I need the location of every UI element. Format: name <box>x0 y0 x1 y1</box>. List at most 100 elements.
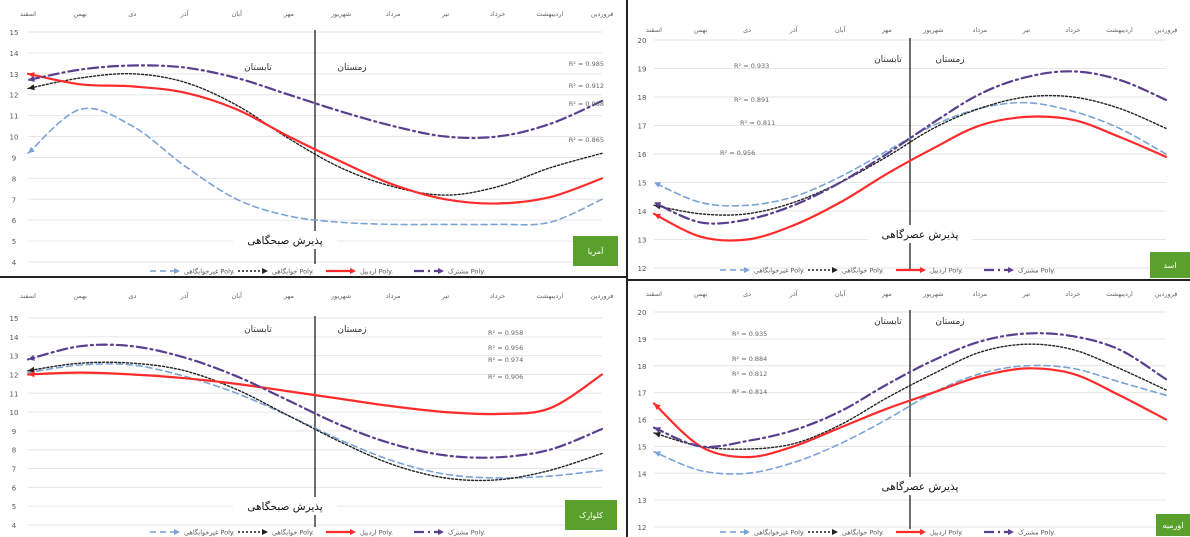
plot-area: 12 13 14 15 16 17 18 19 20 فروردین اردیبهشت خرداد تی… <box>638 25 1190 278</box>
plot-area: 4 5 6 7 8 9 10 11 12 13 14 15 فروردین اردیبهشت خرداد تی… <box>10 291 617 530</box>
caption-box <box>233 497 337 515</box>
series-arrow <box>654 427 661 433</box>
caption: پذیرش عصرگاهی <box>882 228 959 241</box>
y-tick-label: 19 <box>638 66 647 74</box>
y-tick-label: 11 <box>10 113 19 121</box>
legend-label: غیرخوابگاهی Poly. <box>754 529 805 537</box>
legend-label: خوابگاهی Poly. <box>272 529 314 537</box>
legend-arrow <box>174 529 180 535</box>
legend-arrow <box>832 529 838 535</box>
x-tick-label: بهمن <box>694 290 708 298</box>
series-line <box>27 107 603 226</box>
series-line <box>27 363 603 479</box>
legend-arrow <box>744 267 750 273</box>
r2-label: R² = 0.912 <box>569 82 604 90</box>
x-tick-label: آذر <box>180 291 190 300</box>
y-tick-label: 7 <box>12 196 16 204</box>
r2-label: R² = 0.933 <box>734 62 769 70</box>
x-tick-label: مهر <box>283 10 294 18</box>
x-tick-label: اردیبهشت <box>1106 290 1133 298</box>
y-tick-label: 14 <box>10 50 19 58</box>
y-tick-label: 16 <box>638 417 647 425</box>
x-tick-label: شهریور <box>922 290 943 298</box>
x-tick-label: خرداد <box>490 10 505 18</box>
series-arrow <box>654 403 661 410</box>
x-tick-label: شهریور <box>330 10 351 18</box>
y-tick-label: 18 <box>638 94 647 102</box>
caption: پذیرش صبحگاهی <box>247 500 323 513</box>
series-line <box>653 94 1167 216</box>
legend: غیرخوابگاهی Poly. خوابگاهی Poly. اردبیل Po… <box>720 529 1055 537</box>
x-tick-label: خرداد <box>1065 290 1080 298</box>
divider-right-horizontal <box>628 279 1190 281</box>
legend-label: غیرخوابگاهی Poly. <box>184 529 235 537</box>
legend: غیرخوابگاهی Poly. خوابگاهی Poly. اردبیل Po… <box>720 267 1055 275</box>
y-tick-label: 6 <box>12 484 17 492</box>
x-tick-label: بهمن <box>73 10 87 18</box>
x-tick-label: مهر <box>881 290 892 298</box>
y-tick-label: 14 <box>638 208 647 216</box>
r2-label: R² = 0.884 <box>732 355 767 363</box>
y-tick-label: 13 <box>10 353 19 361</box>
y-tick-label: 4 <box>12 259 17 267</box>
x-tick-label: اسفند <box>646 290 662 298</box>
legend-arrow <box>1008 529 1014 535</box>
y-tick-label: 13 <box>638 237 647 245</box>
series-arrow <box>654 451 661 457</box>
legend-label: مشترک Poly. <box>448 268 485 276</box>
legend-arrow <box>262 268 268 274</box>
legend-arrow <box>350 529 356 535</box>
x-tick-label: دی <box>743 290 751 298</box>
x-tick-label: دی <box>743 26 751 34</box>
x-tick-label: بهمن <box>73 292 87 300</box>
y-tick-label: 14 <box>10 334 19 342</box>
y-tick-label: 15 <box>638 180 647 188</box>
series-line <box>652 70 1168 225</box>
chart-urmia: 12 13 14 15 16 17 18 19 20 فروردین اردیبهشت خرداد تی… <box>638 289 1190 537</box>
y-tick-label: 10 <box>10 134 19 142</box>
y-tick-label: 19 <box>638 336 647 344</box>
chart-asad: 12 13 14 15 16 17 18 19 20 فروردین اردیبهشت خرداد تی… <box>638 25 1190 278</box>
legend-arrow <box>438 529 444 535</box>
series-arrow <box>28 371 35 378</box>
y-tick-label: 12 <box>638 265 647 273</box>
x-tick-label: مهر <box>283 292 294 300</box>
y-tick-label: 15 <box>10 29 19 37</box>
x-tick-label: دی <box>128 10 136 18</box>
legend-arrow <box>174 268 180 274</box>
legend-arrow <box>920 529 926 535</box>
series-line <box>653 343 1167 450</box>
series-arrow <box>654 182 661 188</box>
y-tick-label: 15 <box>638 443 647 451</box>
y-tick-label: 8 <box>12 447 16 455</box>
y-tick-label: 17 <box>638 123 647 131</box>
legend: غیرخوابگاهی Poly. خوابگاهی Poly. اردبیل Po… <box>150 529 485 537</box>
series-arrow <box>28 84 35 91</box>
series-arrow <box>654 202 661 208</box>
x-tick-label: بهمن <box>694 26 708 34</box>
x-tick-label: مرداد <box>386 292 401 300</box>
legend-label: خوابگاهی Poly. <box>842 267 884 275</box>
season-label: زمستان <box>935 55 964 65</box>
x-tick-label: شهریور <box>922 26 943 34</box>
panel-label: آمریا <box>588 246 604 256</box>
x-tick-label: خرداد <box>1065 26 1080 34</box>
series-arrow <box>654 431 661 438</box>
panel-label-box <box>1156 514 1190 536</box>
y-tick-label: 17 <box>638 390 647 398</box>
season-label: تابستان <box>874 55 902 65</box>
series-arrow <box>28 354 35 361</box>
y-tick-label: 20 <box>638 37 647 45</box>
legend-label: خوابگاهی Poly. <box>272 268 314 276</box>
caption: پذیرش صبحگاهی <box>247 234 323 247</box>
legend-label: مشترک Poly. <box>1018 267 1055 275</box>
x-tick-label: مرداد <box>386 10 401 18</box>
y-tick-label: 12 <box>10 92 19 100</box>
r2-label: R² = 0.814 <box>732 388 767 396</box>
series-line <box>652 115 1168 242</box>
x-tick-label: آبان <box>835 289 847 298</box>
r2-label: R² = 0.865 <box>569 136 604 144</box>
x-tick-label: اردیبهشت <box>536 292 563 300</box>
divider-vertical <box>626 0 628 537</box>
